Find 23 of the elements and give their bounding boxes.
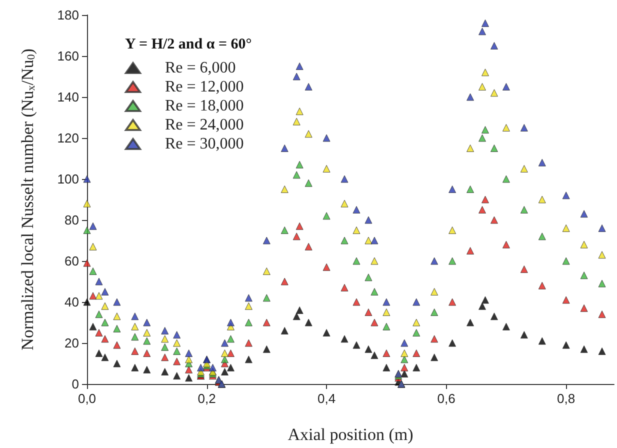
legend-label: Re = 18,000 <box>165 98 244 114</box>
legend-label: Re = 30,000 <box>165 136 244 152</box>
legend-label: Re = 12,000 <box>165 78 244 96</box>
y-tick-label: 60 <box>64 254 79 268</box>
y-tick-label: 40 <box>64 294 79 310</box>
y-tick-label: 0 <box>72 376 79 392</box>
x-tick-label: 0,0 <box>78 391 96 406</box>
x-tick-label: 0,2 <box>198 391 216 406</box>
legend-title: Y = H/2 and α = 60° <box>125 36 252 52</box>
y-axis-title: Normalized local Nusselt number (Nux/Nu0) <box>18 48 38 350</box>
x-axis-title: Axial position (m) <box>288 425 414 444</box>
y-tick-label: 120 <box>57 130 79 146</box>
y-tick-label: 100 <box>57 172 79 186</box>
y-tick-label: 20 <box>64 336 79 350</box>
y-tick-label: 80 <box>64 212 79 228</box>
x-tick-label: 0,4 <box>318 391 336 406</box>
y-tick-label: 160 <box>57 48 79 64</box>
legend-label: Re = 6,000 <box>165 60 236 76</box>
legend-label: Re = 24,000 <box>165 116 244 134</box>
y-tick-label: 140 <box>57 90 79 104</box>
y-tick-label: 180 <box>57 8 79 22</box>
x-tick-label: 0,6 <box>437 391 456 406</box>
x-tick-label: 0,8 <box>557 391 576 406</box>
